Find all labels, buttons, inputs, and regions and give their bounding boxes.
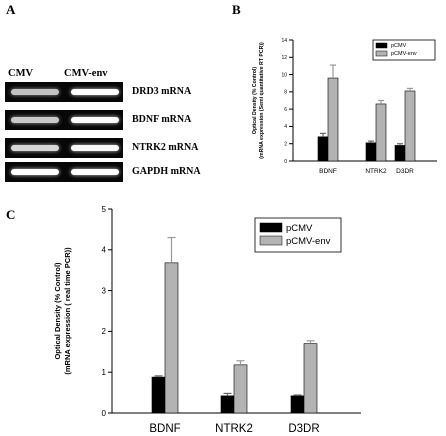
bar-pcmv xyxy=(151,376,166,414)
legend-label: pCMV xyxy=(286,223,313,234)
gel-band-cmv-env xyxy=(71,145,119,151)
y-tick-label: 2 xyxy=(284,141,287,147)
bar-pcmv xyxy=(290,395,305,414)
gel-row-label: GAPDH mRNA xyxy=(132,166,201,177)
y-tick-label: 0 xyxy=(102,409,107,418)
gel-row: GAPDH mRNA xyxy=(5,162,223,182)
gel-row-label: DRD3 mRNA xyxy=(132,86,192,97)
gel-row-label: NTRK2 mRNA xyxy=(132,142,199,153)
y-tick-label: 1 xyxy=(102,368,107,377)
x-category-label: NTRK2 xyxy=(365,168,387,175)
x-category-label: NTRK2 xyxy=(215,423,253,435)
y-tick-label: 2 xyxy=(102,327,107,336)
panel-c-letter: C xyxy=(6,207,16,222)
legend-label: pCMV-env xyxy=(286,236,331,247)
gel-row: BDNF mRNA xyxy=(5,110,223,130)
gel-band-cmv xyxy=(11,117,59,123)
gel-band-cmv-env xyxy=(71,89,119,95)
gel-band-cmv-env xyxy=(71,169,119,175)
legend-label: pCMV-env xyxy=(391,51,417,57)
y-tick-label: 3 xyxy=(102,286,107,295)
y-tick-label: 6 xyxy=(284,107,287,113)
y-tick-label: 4 xyxy=(284,124,287,130)
y-axis-title: Optical Density (% Control) xyxy=(252,67,258,134)
gel-lane-background xyxy=(5,162,123,182)
x-category-label: D3DR xyxy=(396,168,414,175)
gel-lane-background xyxy=(5,82,123,102)
legend-swatch-pcmv xyxy=(259,222,283,233)
bar-pcmv-env xyxy=(303,343,318,414)
y-tick-label: 5 xyxy=(102,205,107,214)
legend-swatch-pcmv-env xyxy=(375,50,388,57)
gel-lane-background xyxy=(5,110,123,130)
gel-band-cmv-env xyxy=(71,117,119,123)
panel-b-letter: B xyxy=(232,2,241,17)
legend-label: pCMV xyxy=(391,43,407,49)
y-tick-label: 12 xyxy=(281,55,287,61)
gel-band-cmv xyxy=(11,89,59,95)
y-tick-label: 4 xyxy=(102,246,107,255)
bar-pcmv-env xyxy=(233,364,248,414)
bar-pcmv xyxy=(220,395,235,414)
legend-swatch-pcmv-env xyxy=(259,235,283,246)
gel-row: NTRK2 mRNA xyxy=(5,138,223,158)
y-axis-subtitle: (mRNA expression (Semi quantitative RT P… xyxy=(259,42,265,159)
legend-swatch-pcmv xyxy=(375,42,388,49)
x-category-label: BDNF xyxy=(149,423,180,435)
y-axis-title: Optical Density (% Control) xyxy=(53,262,62,360)
gel-lane-background xyxy=(5,138,123,158)
gel-row: DRD3 mRNA xyxy=(5,82,223,102)
panel-a-letter: A xyxy=(6,2,16,17)
y-axis-subtitle: (mRNA expression ( real time PCR)) xyxy=(63,247,72,375)
gel-column-label-cmv: CMV xyxy=(8,68,34,79)
gel-band-cmv xyxy=(11,169,59,175)
gel-row-label: BDNF mRNA xyxy=(132,114,192,125)
x-category-label: D3DR xyxy=(288,423,319,435)
y-tick-label: 8 xyxy=(284,90,287,96)
legend-box xyxy=(372,39,436,61)
gel-band-cmv xyxy=(11,145,59,151)
y-tick-label: 14 xyxy=(281,38,287,44)
bar-pcmv-env xyxy=(164,262,179,414)
y-tick-label: 10 xyxy=(281,72,287,78)
gel-column-label-cmv-env: CMV-env xyxy=(64,68,108,79)
y-tick-label: 0 xyxy=(284,159,287,165)
x-category-label: BDNF xyxy=(319,168,337,175)
